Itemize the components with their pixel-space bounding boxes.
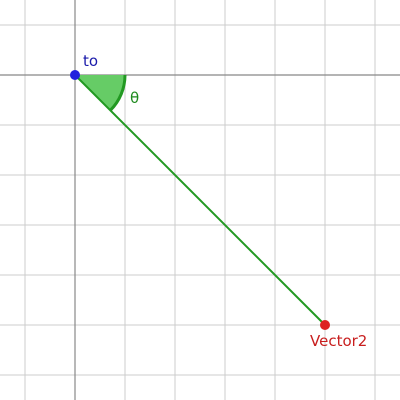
point-to-label: to <box>83 52 98 70</box>
angle-arc <box>109 74 127 112</box>
point-vector2-label: Vector2 <box>310 332 367 350</box>
vector-segment <box>74 74 326 326</box>
angle-sector <box>75 75 125 111</box>
point-to[interactable] <box>70 70 80 80</box>
point-vector2[interactable] <box>320 320 330 330</box>
angle-label: θ <box>130 89 139 107</box>
